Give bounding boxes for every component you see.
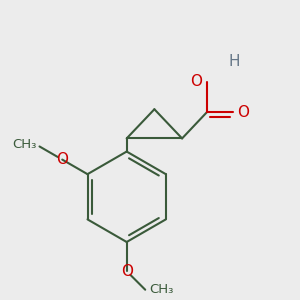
Text: O: O [238,105,250,120]
Text: O: O [121,264,133,279]
Text: CH₃: CH₃ [13,139,37,152]
Text: H: H [229,54,240,69]
Text: CH₃: CH₃ [150,283,174,296]
Text: O: O [56,152,68,167]
Text: O: O [190,74,202,89]
